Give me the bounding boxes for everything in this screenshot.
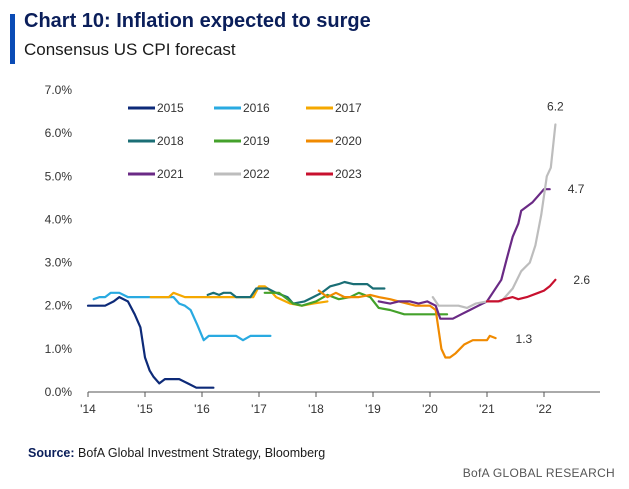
end-value-label: 2.6	[573, 273, 590, 287]
x-tick-label: '22	[536, 402, 552, 416]
source-label: Source:	[28, 446, 75, 460]
y-tick-label: 4.0%	[45, 212, 73, 226]
legend-label-2021: 2021	[157, 167, 184, 181]
x-tick-label: '15	[137, 402, 153, 416]
legend-label-2015: 2015	[157, 101, 184, 115]
y-tick-label: 2.0%	[45, 299, 73, 313]
x-tick-label: '17	[251, 402, 267, 416]
y-tick-label: 6.0%	[45, 126, 73, 140]
legend-label-2016: 2016	[243, 101, 270, 115]
source-text: BofA Global Investment Strategy, Bloombe…	[78, 446, 326, 460]
x-tick-label: '19	[365, 402, 381, 416]
y-tick-label: 3.0%	[45, 256, 73, 270]
series-line-2020	[317, 289, 497, 359]
x-tick-label: '16	[194, 402, 210, 416]
series-line-2023	[485, 278, 557, 303]
chart-subtitle: Consensus US CPI forecast	[24, 40, 236, 59]
source-note: Source: BofA Global Investment Strategy,…	[28, 446, 325, 460]
y-tick-label: 5.0%	[45, 169, 73, 183]
legend-label-2017: 2017	[335, 101, 362, 115]
cpi-forecast-chart: 0.0% 1.0% 2.0% 3.0% 4.0% 5.0% 6.0% 7.0% '14 '15 '1…	[45, 83, 600, 416]
legend-label-2020: 2020	[335, 134, 362, 148]
series-line-2022	[431, 123, 557, 309]
x-tick-label: '18	[308, 402, 324, 416]
brand-footer: BofA GLOBAL RESEARCH	[462, 466, 615, 480]
x-tick-label: '14	[80, 402, 96, 416]
y-tick-label: 0.0%	[45, 385, 73, 399]
x-tick-label: '21	[479, 402, 495, 416]
chart-title: Chart 10: Inflation expected to surge	[24, 10, 371, 32]
legend-label-2018: 2018	[157, 134, 184, 148]
legend-label-2023: 2023	[335, 167, 362, 181]
x-tick-label: '20	[422, 402, 438, 416]
series-line-2021	[377, 188, 551, 320]
y-tick-label: 1.0%	[45, 342, 73, 356]
series-line-2016	[92, 291, 272, 342]
series-line-2015	[86, 296, 215, 389]
end-value-label: 4.7	[568, 182, 585, 196]
legend-label-2019: 2019	[243, 134, 270, 148]
y-tick-label: 7.0%	[45, 83, 73, 97]
end-value-label: 1.3	[516, 332, 533, 346]
title-accent-bar	[10, 14, 15, 64]
legend-label-2022: 2022	[243, 167, 270, 181]
series-line-2019	[263, 291, 449, 316]
end-value-label: 6.2	[547, 100, 564, 114]
